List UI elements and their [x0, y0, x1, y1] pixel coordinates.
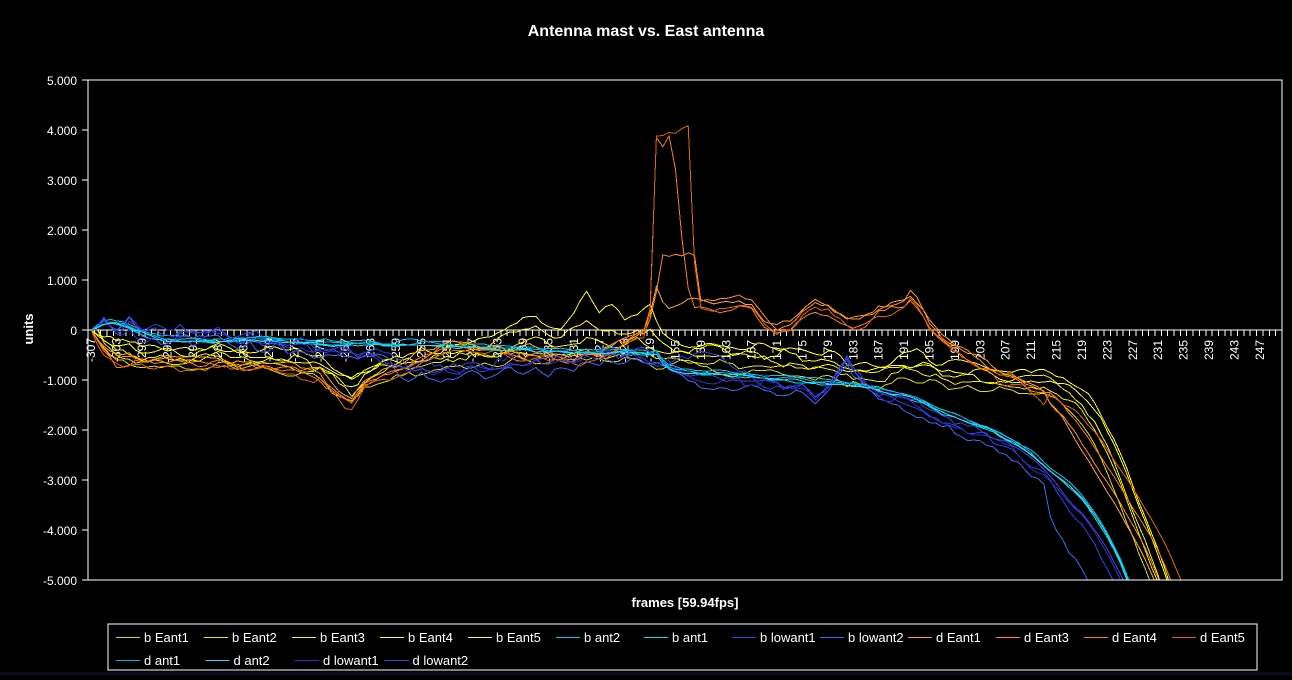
svg-text:0: 0 [70, 324, 77, 338]
svg-text:d Eant4: d Eant4 [1112, 630, 1157, 645]
svg-text:d ant2: d ant2 [234, 653, 270, 668]
svg-text:215: 215 [1050, 340, 1064, 360]
svg-text:243: 243 [1227, 340, 1241, 360]
svg-text:199: 199 [948, 340, 962, 360]
svg-text:247: 247 [1253, 340, 1267, 360]
svg-text:3.000: 3.000 [47, 174, 77, 188]
svg-text:4.000: 4.000 [47, 124, 77, 138]
svg-text:219: 219 [1075, 340, 1089, 360]
svg-text:b lowant1: b lowant1 [760, 630, 816, 645]
svg-text:b lowant2: b lowant2 [848, 630, 904, 645]
svg-text:b Eant5: b Eant5 [496, 630, 541, 645]
svg-text:211: 211 [1024, 340, 1038, 359]
svg-text:b Eant4: b Eant4 [408, 630, 453, 645]
svg-text:171: 171 [770, 340, 784, 360]
svg-text:Antenna mast vs. East antenna: Antenna mast vs. East antenna [528, 23, 765, 40]
svg-text:d Eant3: d Eant3 [1024, 630, 1069, 645]
svg-text:2.000: 2.000 [47, 224, 77, 238]
svg-text:d ant1: d ant1 [144, 653, 180, 668]
svg-text:-5.000: -5.000 [43, 574, 77, 588]
svg-text:179: 179 [821, 340, 835, 360]
svg-text:-219: -219 [643, 338, 657, 362]
svg-text:d Eant1: d Eant1 [936, 630, 981, 645]
svg-text:235: 235 [1177, 340, 1191, 360]
svg-text:-1.000: -1.000 [43, 374, 77, 388]
svg-text:b ant2: b ant2 [584, 630, 620, 645]
svg-text:b Eant3: b Eant3 [320, 630, 365, 645]
svg-text:227: 227 [1126, 340, 1140, 360]
svg-text:183: 183 [846, 340, 860, 360]
svg-text:b Eant1: b Eant1 [144, 630, 189, 645]
svg-text:-4.000: -4.000 [43, 524, 77, 538]
svg-text:1.000: 1.000 [47, 274, 77, 288]
svg-text:-3.000: -3.000 [43, 474, 77, 488]
svg-text:-2.000: -2.000 [43, 424, 77, 438]
svg-text:231: 231 [1151, 340, 1165, 360]
svg-text:5.000: 5.000 [47, 74, 77, 88]
svg-text:159: 159 [694, 340, 708, 360]
svg-text:units: units [21, 313, 36, 344]
svg-text:155: 155 [669, 340, 683, 360]
svg-text:207: 207 [999, 340, 1013, 360]
svg-text:b Eant2: b Eant2 [232, 630, 277, 645]
svg-text:d lowant1: d lowant1 [323, 653, 379, 668]
svg-text:239: 239 [1202, 340, 1216, 360]
svg-text:b ant1: b ant1 [672, 630, 708, 645]
svg-text:191: 191 [897, 340, 911, 360]
svg-text:d lowant2: d lowant2 [413, 653, 469, 668]
svg-text:d Eant5: d Eant5 [1200, 630, 1245, 645]
svg-text:187: 187 [872, 340, 886, 360]
svg-text:195: 195 [923, 340, 937, 360]
svg-text:223: 223 [1100, 340, 1114, 360]
svg-text:frames [59.94fps]: frames [59.94fps] [632, 595, 739, 610]
